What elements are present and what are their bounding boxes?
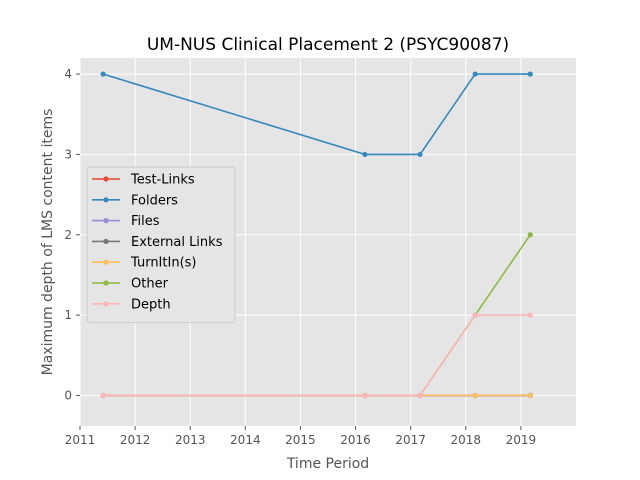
legend-item: Other [92, 277, 169, 292]
data-point-folders [417, 151, 423, 158]
legend-swatch-marker [103, 176, 109, 182]
data-point-turnitin-s [472, 392, 478, 399]
y-tick-label: 2 [64, 228, 72, 242]
legend: Test-Links Folders Files External Links Turn… [86, 166, 236, 324]
series-folders [100, 71, 533, 158]
legend-swatch-marker [103, 197, 109, 203]
y-axis: 0 1 2 3 4 [64, 67, 80, 402]
series-lines [100, 71, 533, 399]
x-tick-label: 2014 [230, 433, 261, 447]
legend-item: External Links [92, 235, 223, 250]
data-point-folders [527, 71, 533, 77]
legend-label: Files [131, 214, 160, 229]
x-tick-label: 2019 [506, 433, 537, 447]
legend-item: Depth [92, 297, 171, 312]
legend-label: Test-Links [130, 173, 195, 188]
legend-label: Other [131, 277, 169, 292]
y-axis-label: Maximum depth of LMS content items [40, 109, 56, 376]
y-tick-label: 0 [64, 388, 72, 402]
legend-label: Folders [131, 193, 178, 208]
legend-item: Test-Links [92, 173, 195, 188]
chart-title: UM-NUS Clinical Placement 2 (PSYC90087) [147, 35, 509, 55]
legend-swatch-marker [103, 301, 109, 307]
legend-label: TurnItIn(s) [130, 256, 196, 271]
x-tick-label: 2015 [285, 433, 316, 447]
legend-label: External Links [131, 235, 223, 250]
legend-swatch-marker [103, 280, 109, 286]
legend-item: Folders [92, 193, 178, 208]
y-tick-label: 3 [64, 147, 72, 161]
data-point-depth [417, 392, 423, 399]
data-point-folders [100, 71, 106, 77]
x-axis-label: Time Period [286, 456, 369, 472]
x-tick-label: 2018 [451, 433, 482, 447]
legend-swatch-marker [103, 259, 109, 265]
data-point-depth [362, 392, 368, 399]
legend-label: Depth [131, 297, 171, 312]
x-axis: 2011 2012 2013 2014 2015 2016 2017 2018 2019 [65, 426, 536, 447]
legend-frame [86, 166, 236, 324]
x-tick-label: 2017 [395, 433, 426, 447]
legend-swatch-marker [103, 218, 109, 224]
data-point-depth [100, 392, 106, 399]
y-tick-label: 4 [64, 67, 72, 81]
legend-item: TurnItIn(s) [92, 256, 196, 271]
series-depth [100, 312, 533, 399]
legend-item: Files [92, 214, 160, 229]
data-point-other [527, 232, 533, 238]
data-point-turnitin-s [527, 392, 533, 399]
data-point-depth [472, 312, 478, 318]
y-tick-label: 1 [64, 308, 72, 322]
x-tick-label: 2012 [120, 433, 151, 447]
data-point-depth [527, 312, 533, 318]
x-tick-label: 2016 [340, 433, 371, 447]
x-tick-label: 2011 [65, 433, 96, 447]
legend-swatch-marker [103, 238, 109, 244]
data-point-folders [362, 151, 368, 158]
x-tick-label: 2013 [175, 433, 206, 447]
data-point-folders [472, 71, 478, 77]
